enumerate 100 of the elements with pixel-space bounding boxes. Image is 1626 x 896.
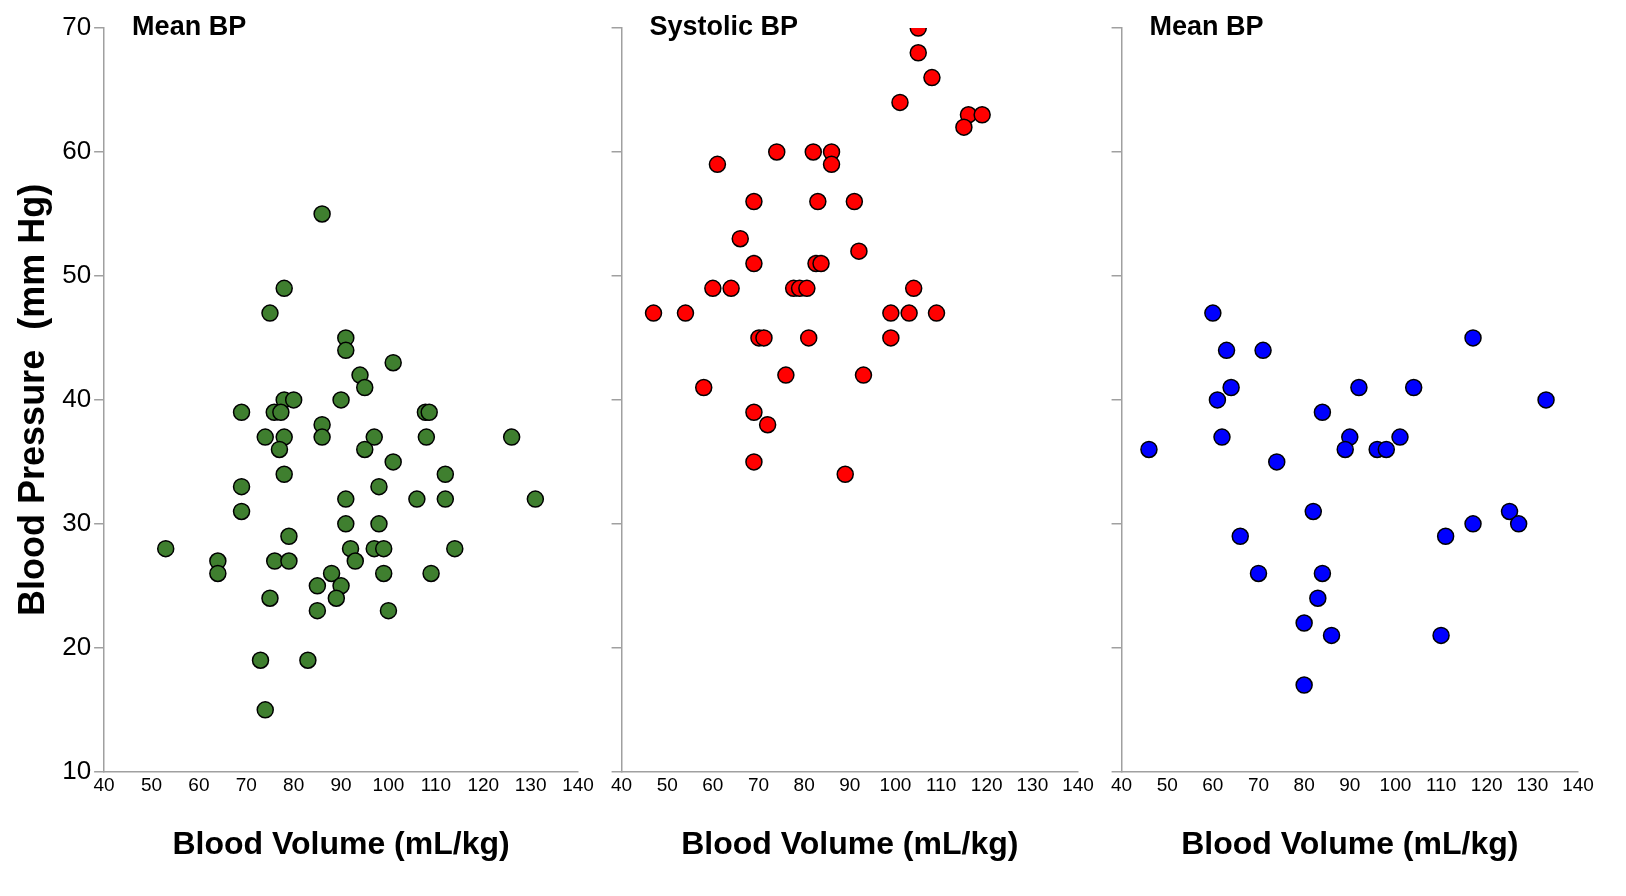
point [1254, 341, 1272, 360]
point [313, 428, 331, 446]
point [882, 304, 900, 322]
point [777, 366, 795, 384]
x-tick-label: 50 [1156, 774, 1178, 796]
point [374, 539, 393, 558]
x-tick-label: 140 [1562, 774, 1594, 796]
y-tick-label: 50 [62, 259, 92, 290]
x-tick-label: 70 [1247, 774, 1270, 796]
point [436, 465, 455, 484]
point [745, 192, 763, 211]
x-tick-label: 50 [140, 774, 163, 796]
point [1231, 527, 1249, 546]
point [891, 93, 909, 112]
point [436, 490, 455, 508]
x-tick-label: 70 [747, 774, 770, 796]
point [1391, 428, 1409, 446]
x-tick-label: 90 [839, 774, 861, 796]
point [909, 44, 927, 62]
point [379, 601, 398, 620]
x-tick-label: 100 [879, 774, 912, 796]
x-tick-label: 40 [611, 774, 633, 796]
point [272, 403, 290, 422]
point [337, 515, 355, 533]
x-axis-title: Blood Volume (mL/kg) [172, 824, 510, 861]
point [822, 155, 841, 174]
point [308, 577, 327, 595]
x-tick-label: 120 [467, 774, 500, 796]
point [798, 279, 816, 298]
point [694, 378, 713, 397]
point [356, 440, 374, 459]
point [745, 403, 763, 422]
x-tick-label: 100 [372, 774, 405, 796]
point [156, 539, 175, 558]
point [502, 428, 521, 446]
x-tick-label: 100 [1379, 774, 1412, 796]
point [313, 205, 331, 223]
point [900, 304, 918, 322]
point [232, 502, 251, 521]
x-tick-label: 60 [1202, 774, 1224, 796]
point [1322, 626, 1341, 645]
point [446, 539, 464, 558]
point [270, 440, 289, 459]
x-axis-title: Blood Volume (mL/kg) [681, 824, 1019, 861]
point [904, 279, 923, 298]
point [420, 403, 438, 422]
point [704, 279, 722, 298]
x-tick-label: 110 [925, 774, 957, 796]
y-tick-label: 70 [62, 11, 92, 42]
x-tick-label: 80 [793, 774, 815, 796]
point [1336, 440, 1354, 459]
x-tick-label: 120 [1470, 774, 1503, 796]
point [408, 490, 426, 508]
x-tick-label: 80 [283, 774, 305, 796]
point [882, 329, 900, 347]
point [337, 490, 355, 508]
x-tick-label: 40 [1111, 774, 1133, 796]
y-tick-label: 10 [62, 754, 92, 785]
point [1295, 676, 1313, 694]
point [417, 428, 436, 446]
x-tick-label: 80 [1293, 774, 1315, 796]
y-tick-label: 60 [62, 135, 92, 166]
y-tick-label: 40 [62, 383, 92, 414]
point [322, 564, 341, 583]
x-tick-label: 110 [420, 774, 451, 796]
point [1313, 403, 1332, 422]
chart-title: Systolic BP [649, 11, 799, 42]
point [232, 403, 251, 422]
point [812, 254, 830, 273]
point [299, 651, 317, 669]
point [1500, 502, 1519, 521]
point [745, 254, 763, 273]
point [1295, 614, 1313, 632]
point [1464, 515, 1482, 533]
point [1213, 428, 1231, 446]
y-axis-title: Blood Pressure (mm Hg) [10, 183, 52, 616]
point [284, 391, 303, 409]
point [745, 453, 763, 471]
chart-title: Mean BP [1149, 11, 1264, 42]
point [308, 601, 327, 620]
point [209, 564, 227, 583]
y-tick-label: 30 [62, 507, 92, 538]
x-tick-label: 140 [1062, 774, 1094, 796]
point [1350, 378, 1368, 397]
point [927, 304, 946, 322]
point [1377, 440, 1396, 459]
x-tick-label: 40 [93, 774, 115, 796]
point [1268, 453, 1286, 471]
x-tick-label: 90 [330, 774, 352, 796]
point [758, 415, 777, 434]
point [1304, 502, 1323, 521]
point [1313, 564, 1332, 583]
x-tick-label: 90 [1339, 774, 1361, 796]
point [799, 329, 818, 347]
point [973, 106, 991, 124]
point [850, 242, 868, 260]
x-tick-label: 130 [1516, 774, 1549, 796]
y-tick-label: 20 [62, 631, 92, 662]
point [755, 329, 773, 347]
point [261, 589, 279, 607]
